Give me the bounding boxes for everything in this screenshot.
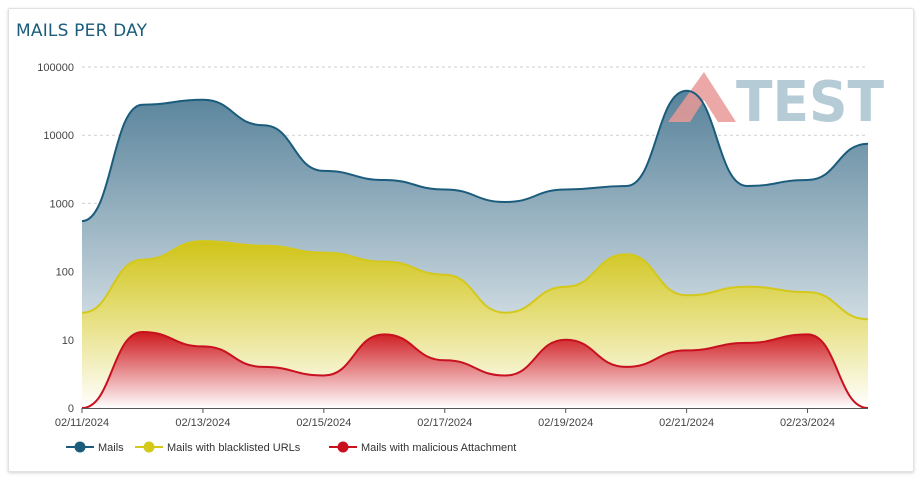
av-test-watermark: TEST bbox=[668, 70, 884, 135]
legend-item-3[interactable]: Mails with malicious Attachment bbox=[329, 441, 516, 455]
series-line-3[interactable] bbox=[81, 330, 869, 409]
axes: 0 10 100 1000 10000 100000 02/11/2024 02/13/202… bbox=[37, 62, 868, 429]
x-tick-label: 02/23/2024 bbox=[780, 417, 835, 429]
x-tick-label: 02/15/2024 bbox=[296, 417, 351, 429]
y-tick-label: 0 bbox=[68, 403, 74, 415]
y-tick-label: 1000 bbox=[50, 198, 74, 210]
y-tick-label: 100000 bbox=[37, 62, 74, 74]
watermark-test-text: TEST bbox=[736, 70, 884, 135]
y-tick-label: 100 bbox=[56, 267, 74, 279]
legend: Mails Mails with blacklisted URLs Mails wi… bbox=[66, 441, 516, 455]
x-tick-label: 02/19/2024 bbox=[538, 417, 593, 429]
legend-marker-icon bbox=[337, 441, 349, 453]
y-tick-label: 10000 bbox=[43, 130, 74, 142]
chart-title: MAILS PER DAY bbox=[16, 21, 148, 41]
legend-label: Mails with malicious Attachment bbox=[361, 442, 516, 454]
x-tick-label: 02/17/2024 bbox=[417, 417, 472, 429]
series-line-2[interactable] bbox=[81, 240, 869, 321]
plot-lines bbox=[81, 89, 869, 409]
legend-label: Mails bbox=[98, 442, 124, 454]
legend-item-1[interactable]: Mails bbox=[66, 441, 124, 455]
legend-label: Mails with blacklisted URLs bbox=[167, 442, 301, 454]
series-area-3 bbox=[82, 332, 868, 408]
x-tick-label: 02/13/2024 bbox=[175, 417, 230, 429]
legend-marker-icon bbox=[143, 441, 155, 453]
series-line-1[interactable] bbox=[81, 89, 869, 223]
legend-marker-icon bbox=[74, 441, 86, 453]
x-tick-label: 02/21/2024 bbox=[659, 417, 714, 429]
plot-areas bbox=[82, 90, 868, 408]
watermark-av-mark bbox=[668, 72, 736, 122]
x-tick-label: 02/11/2024 bbox=[55, 417, 109, 429]
legend-item-2[interactable]: Mails with blacklisted URLs bbox=[135, 441, 301, 455]
y-tick-label: 10 bbox=[62, 335, 74, 347]
